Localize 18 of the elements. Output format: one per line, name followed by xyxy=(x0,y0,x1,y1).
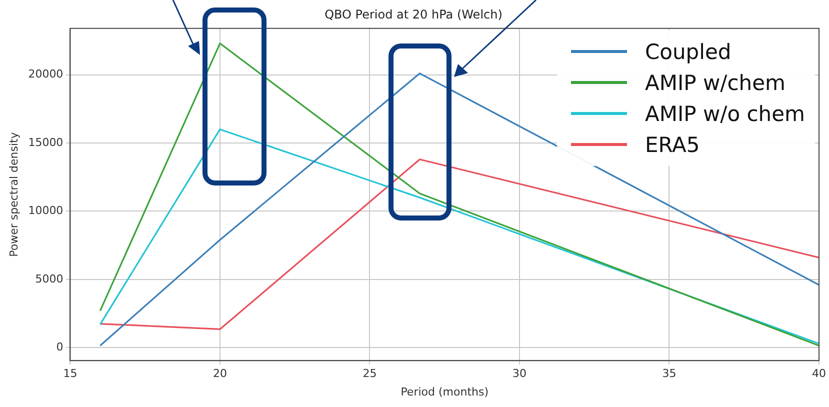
x-tick-label: 30 xyxy=(512,367,526,380)
chart-title: QBO Period at 20 hPa (Welch) xyxy=(324,7,502,22)
y-tick-label: 10000 xyxy=(28,204,64,218)
y-tick-label: 15000 xyxy=(28,136,64,149)
x-tick-label: 25 xyxy=(362,367,377,380)
x-tick-label: 40 xyxy=(812,367,826,380)
legend-label: Coupled xyxy=(644,40,732,64)
legend-label: AMIP w/chem xyxy=(644,70,786,94)
x-tick-label: 20 xyxy=(212,367,227,380)
legend-label: AMIP w/o chem xyxy=(644,102,805,126)
x-tick-label: 35 xyxy=(662,367,676,380)
y-tick-label: 0 xyxy=(56,340,64,354)
x-axis-title: Period (months) xyxy=(400,385,489,398)
legend-label: ERA5 xyxy=(644,132,700,156)
y-tick-label: 20000 xyxy=(28,68,64,81)
y-tick-label: 5000 xyxy=(35,272,64,286)
x-tick-label: 15 xyxy=(63,367,78,380)
y-axis-title: Power spectral density xyxy=(7,132,20,257)
